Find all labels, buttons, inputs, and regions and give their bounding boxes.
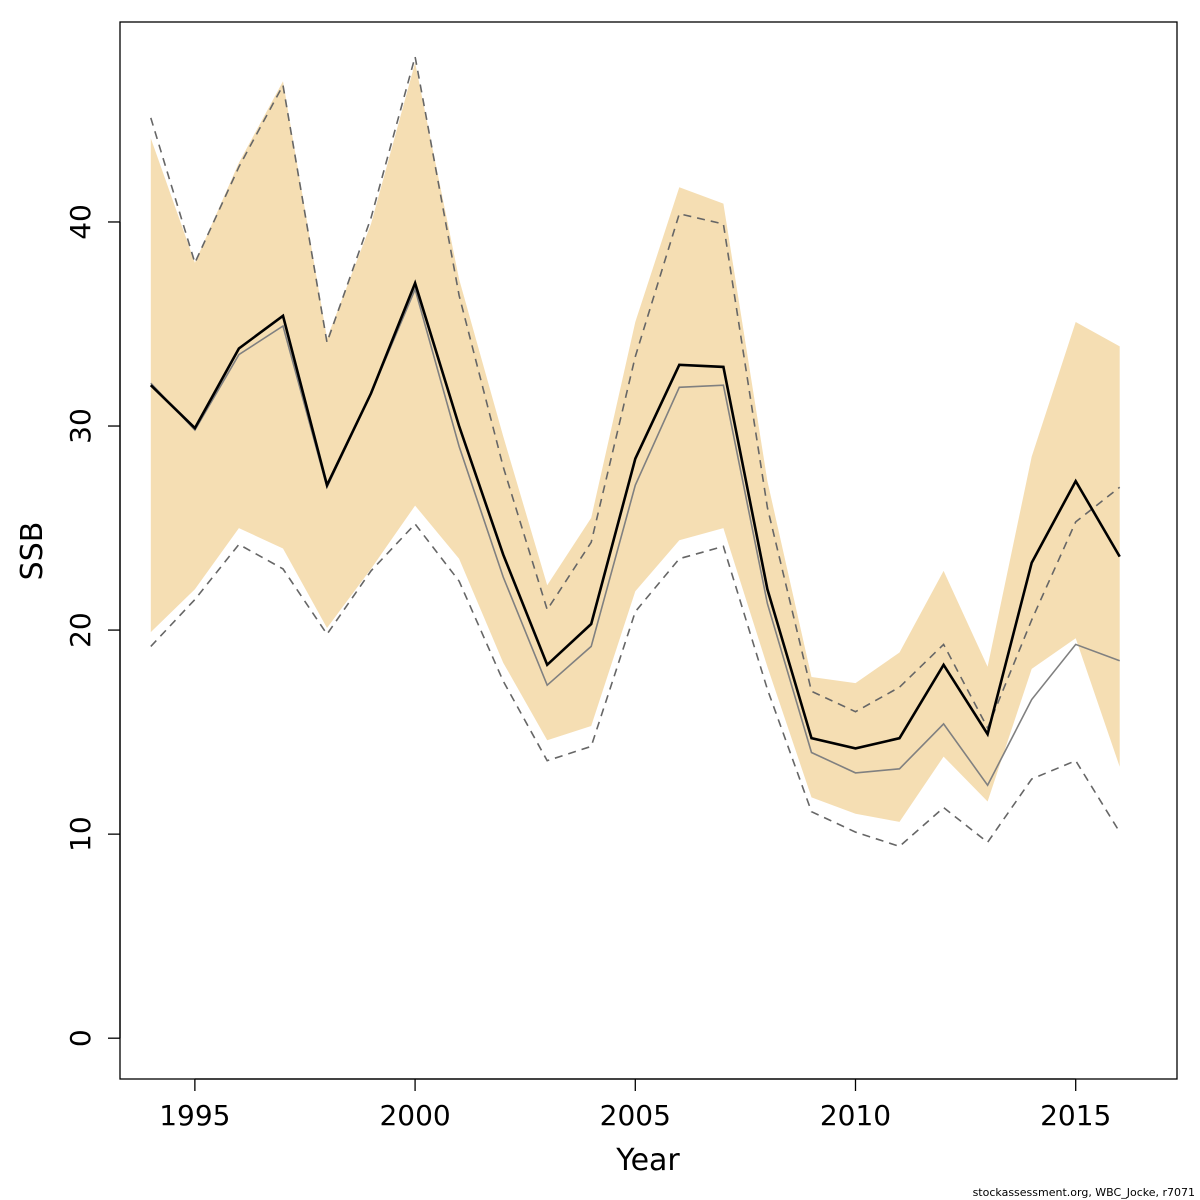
x-tick-label: 2005	[600, 1099, 671, 1132]
x-tick-label: 1995	[159, 1099, 230, 1132]
footer-note: stockassessment.org, WBC_Jocke, r7071	[973, 1186, 1195, 1199]
plot-area	[149, 56, 1121, 848]
x-axis-title: Year	[615, 1143, 680, 1178]
y-tick-label: 20	[64, 612, 97, 648]
y-tick-label: 10	[64, 816, 97, 852]
x-tick-label: 2010	[820, 1099, 891, 1132]
y-axis-title: SSB	[15, 522, 50, 581]
y-axis: 0 10 20 30 40	[64, 204, 121, 1047]
lower-bound-dashed-line	[150, 522, 1121, 848]
upper-bound-dashed-line	[150, 56, 1121, 730]
x-axis: 1995 2000 2005 2010 2015	[159, 1078, 1111, 1132]
x-tick-label: 2000	[379, 1099, 450, 1132]
y-tick-label: 40	[64, 204, 97, 240]
confidence-band	[150, 62, 1120, 822]
y-tick-label: 30	[64, 408, 97, 444]
y-tick-label: 0	[64, 1029, 97, 1047]
estimate-line	[149, 279, 1121, 750]
x-tick-label: 2015	[1040, 1099, 1111, 1132]
